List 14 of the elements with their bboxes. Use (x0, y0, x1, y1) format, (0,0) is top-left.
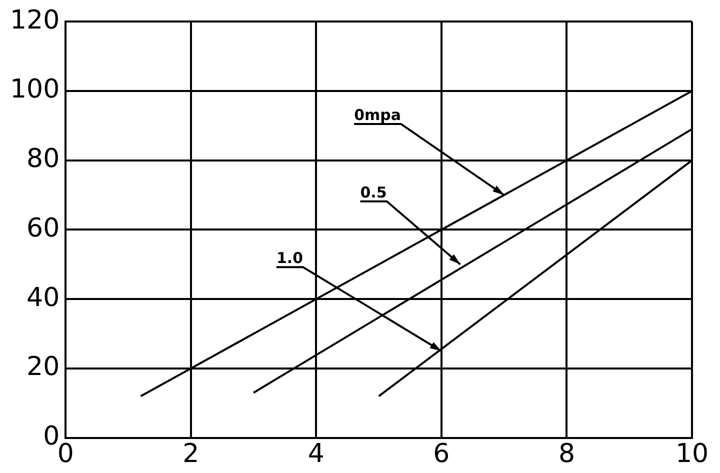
y-tick-label: 20 (26, 352, 60, 382)
x-tick-label: 10 (675, 439, 709, 470)
x-tick-label: 8 (558, 439, 575, 470)
annotation: 0.5 (360, 183, 387, 202)
y-tick-label: 40 (26, 282, 60, 313)
annotation: 0mpa (354, 106, 402, 124)
x-tick-label: 4 (308, 439, 324, 470)
y-tick-label: 100 (10, 74, 60, 105)
annotation: 1.0 (276, 249, 304, 268)
y-tick-label: 60 (26, 213, 60, 244)
x-tick-label: 6 (433, 439, 450, 470)
y-tick-label: 120 (10, 5, 60, 36)
y-tick-label: 80 (26, 144, 60, 174)
x-tick-label: 2 (182, 439, 200, 470)
